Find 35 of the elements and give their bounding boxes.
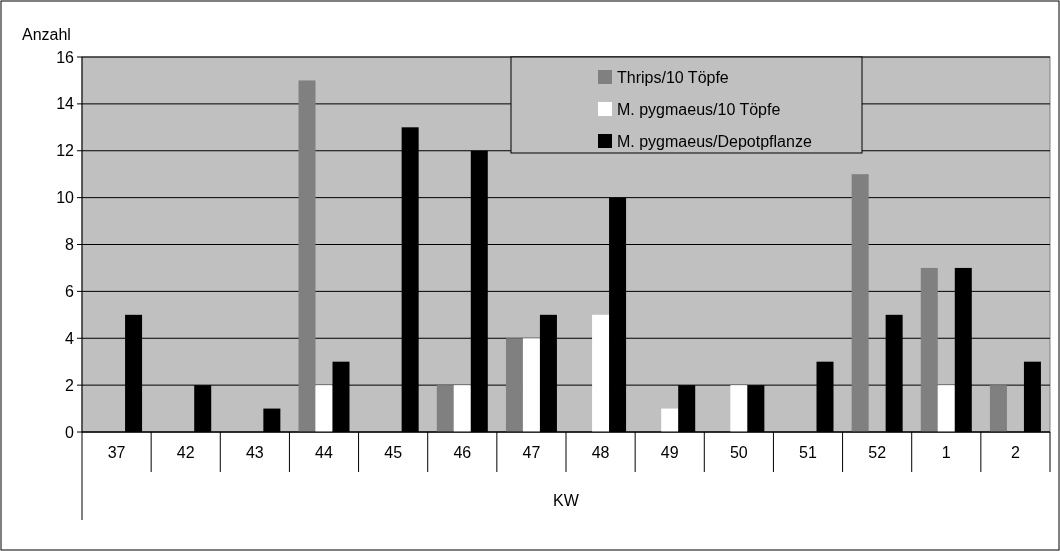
y-tick-label: 6	[65, 282, 75, 300]
x-tick-label: 42	[176, 443, 195, 461]
x-tick-label: 48	[591, 443, 610, 461]
y-tick-label: 4	[65, 329, 75, 347]
x-tick-label: 2	[1010, 443, 1020, 461]
y-tick-label: 14	[56, 95, 75, 113]
x-tick-label: 52	[868, 443, 887, 461]
y-tick-label: 10	[56, 189, 75, 207]
y-tick-label: 12	[56, 142, 75, 160]
x-tick-label: 44	[315, 443, 333, 461]
legend-label: Thrips/10 Töpfe	[617, 68, 729, 86]
bar	[730, 385, 748, 432]
x-axis-title: KW	[553, 491, 580, 509]
y-tick-label: 8	[65, 236, 75, 254]
x-tick-label: 46	[453, 443, 472, 461]
legend-label: M. pygmaeus/10 Töpfe	[617, 100, 781, 118]
bar	[315, 385, 333, 432]
x-tick-label: 51	[799, 443, 817, 461]
y-tick-label: 16	[56, 48, 75, 66]
y-axis-title: Anzahl	[22, 26, 71, 43]
bar	[937, 385, 955, 432]
x-tick-label: 45	[384, 443, 403, 461]
x-tick-label: 1	[941, 443, 951, 461]
bar	[453, 385, 471, 432]
bar	[661, 408, 679, 432]
x-tick-label: 49	[660, 443, 679, 461]
y-tick-label: 2	[65, 376, 75, 394]
x-tick-label: 50	[729, 443, 748, 461]
x-tick-label: 37	[107, 443, 126, 461]
bar	[522, 338, 540, 432]
x-tick-label: 43	[245, 443, 264, 461]
bar	[592, 314, 610, 432]
legend-label: M. pygmaeus/Depotpflanze	[617, 132, 812, 150]
x-tick-label: 47	[522, 443, 541, 461]
y-tick-label: 0	[65, 423, 75, 441]
